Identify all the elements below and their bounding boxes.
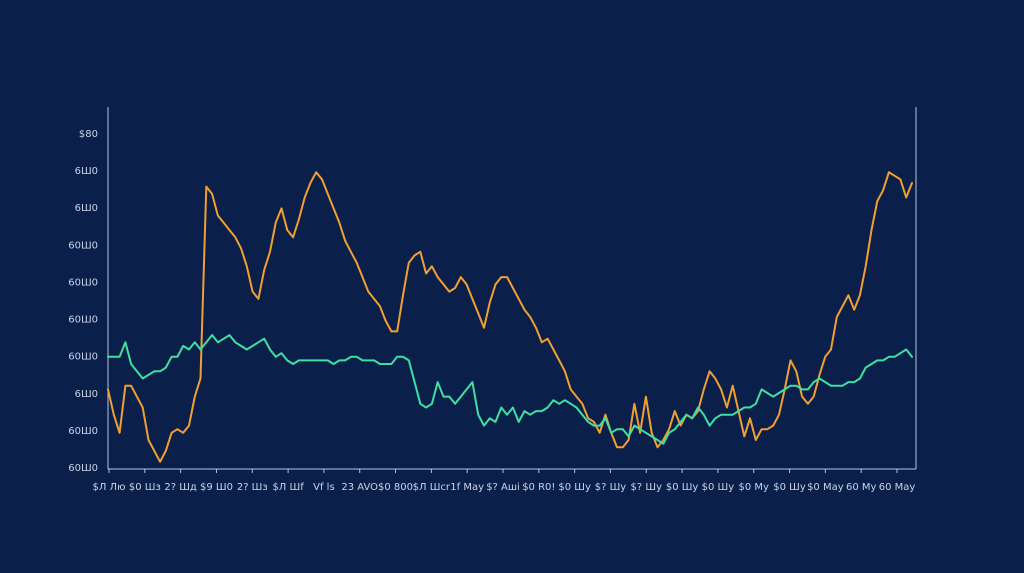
y-tick-label: 60Ш0 [68,426,98,437]
x-tick-label: $? Шу [595,482,627,493]
y-tick-label: 6Ш0 [75,203,98,214]
x-tick-label: $0 Шу [773,482,806,493]
x-tick-label: $Л Шf [272,482,304,493]
x-tick-label: $? Шу [631,482,663,493]
y-tick-label: 6Ш0 [75,166,98,177]
y-tick-label: 6Ш0 [75,389,98,400]
y-tick-label: 60Ш0 [68,352,98,363]
x-tick-label: $0 Шу [702,482,735,493]
x-tick-label: $0 R0! [522,482,555,493]
x-tick-label: $0 Шу [666,482,699,493]
x-tick-labels: $Л Лю $0 Шз 2? Шд $9 Ш0 2? Шз $Л Шf Vf ls 23 AV… [93,469,916,493]
x-tick-label: $0 Му [739,482,770,493]
y-tick-label: $80 [79,129,98,140]
x-tick-label: 2? Шз [237,482,268,493]
y-tick-label: 60Ш0 [68,315,98,326]
x-tick-label: $9 Ш0 [200,482,233,493]
y-tick-label: 60Ш0 [68,277,98,288]
series-line-1 [107,171,913,463]
x-tick-label: $Л Лю [93,482,126,493]
x-tick-label: $Л Шcr [413,482,451,493]
x-tick-label: $0 Шу [558,482,591,493]
x-tick-label: 60 Мay [879,482,916,493]
x-tick-label: $0 800 [378,482,413,493]
y-tick-label: 60Ш0 [68,463,98,474]
x-tick-label: $? Ашi [486,482,520,493]
x-tick-label: $0 Мay [807,482,844,493]
y-tick-labels: $80 6Ш0 6Ш0 60Ш0 60Ш0 60Ш0 60Ш0 6Ш0 60Ш0 60Ш0 [68,129,98,474]
x-tick-label: 1f Мау [450,482,484,493]
series-lines [107,171,913,463]
x-tick-label: 2? Шд [164,482,197,493]
x-tick-label: 23 AVO [341,482,378,493]
series-line-2 [107,334,913,445]
x-tick-label: Vf ls [313,482,335,493]
x-tick-label: $0 Шз [129,482,161,493]
y-tick-label: 60Ш0 [68,240,98,251]
x-tick-label: 60 Мy [846,482,877,493]
